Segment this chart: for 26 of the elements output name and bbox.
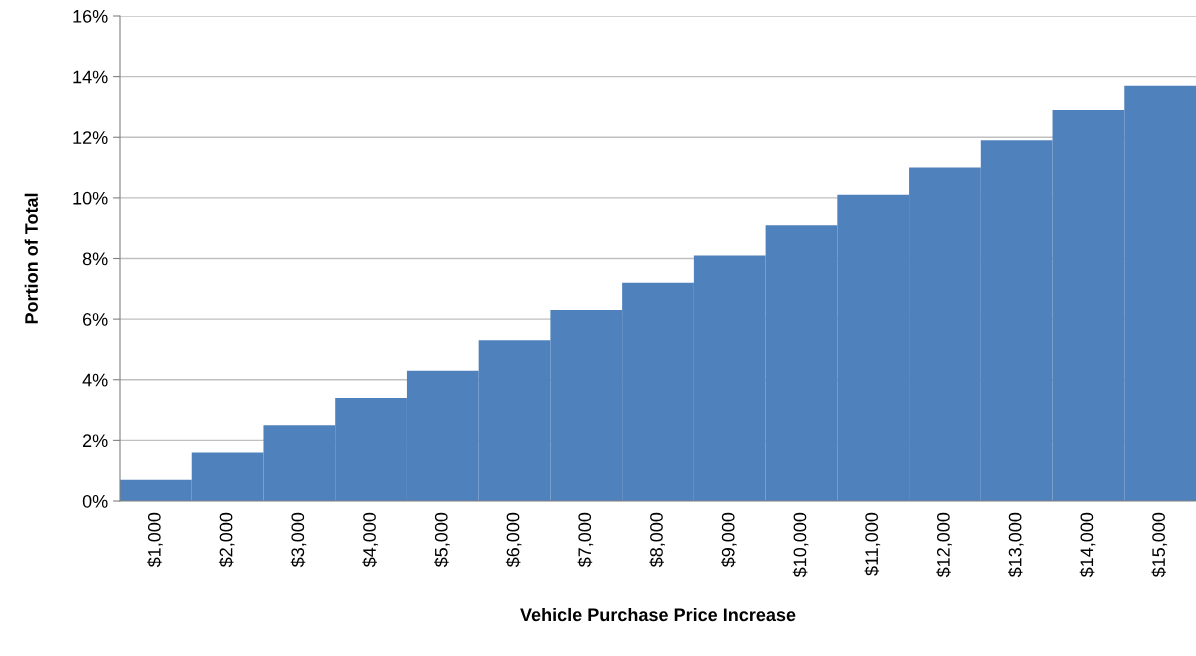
y-tick-label: 4% [82,373,108,387]
x-tick-label: $4,000 [362,512,379,568]
x-tick-label: $12,000 [936,512,952,578]
x-tick-label: $6,000 [505,512,522,568]
y-tick-label: 6% [83,313,108,326]
y-tick-label: 12% [73,131,108,144]
x-tick-label: $13,000 [1007,512,1024,578]
x-tick-label: $2,000 [218,512,235,568]
x-tick-label: $14,000 [1079,512,1096,578]
y-tick-label: 0% [82,494,108,508]
x-tick-label: $10,000 [792,512,809,578]
y-tick-label: 10% [73,191,108,205]
x-tick-label: $1,000 [147,512,163,568]
x-tick-label: $11,000 [864,512,881,576]
x-tick-label: $5,000 [434,512,450,568]
y-tick-label: 8% [82,252,108,266]
y-tick-label: 16% [73,9,108,23]
x-tick-label: $9,000 [721,512,737,568]
x-tick-label: $3,000 [290,512,307,568]
x-axis-title: Vehicle Purchase Price Increase [520,607,796,622]
x-tick-label: $7,000 [577,512,594,568]
y-tick-label: 2% [83,434,108,448]
x-tick-label: $15,000 [1151,512,1168,578]
y-tick-label: 14% [73,70,108,84]
y-axis-title: Portion of Total [24,193,38,324]
x-tick-label: $8,000 [649,512,665,568]
